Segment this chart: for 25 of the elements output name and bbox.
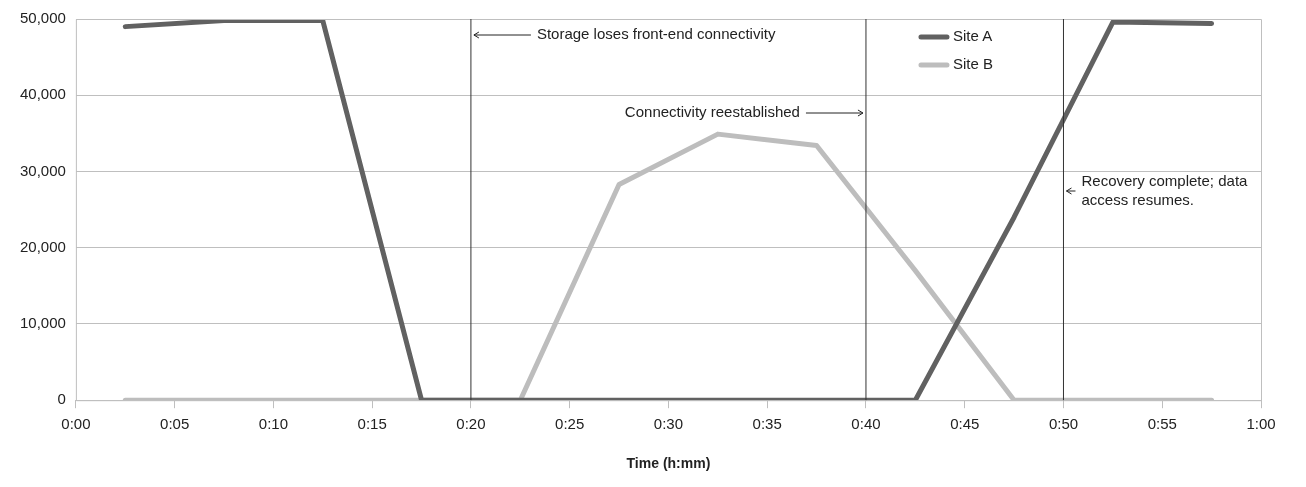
legend-label: Site B — [952, 55, 994, 73]
x-tick-label: 0:20 — [456, 415, 486, 433]
x-tick-label: 1:00 — [1246, 415, 1276, 433]
x-tick-label: 0:50 — [1048, 415, 1079, 433]
x-tick-label: 0:10 — [258, 415, 288, 433]
y-tick-label: 40,000 — [19, 85, 66, 103]
legend-label: Site A — [952, 27, 993, 45]
x-tick-label: 0:55 — [1147, 415, 1177, 433]
x-tick-label: 0:05 — [160, 415, 190, 433]
ref-line-label: Connectivity reestablished — [624, 103, 800, 121]
x-axis-title: Time (h:mm) — [626, 455, 711, 472]
x-tick-label: 0:35 — [752, 415, 782, 433]
y-tick-label: 10,000 — [19, 314, 66, 332]
ref-line-label: Storage loses front-end connectivity — [536, 25, 776, 43]
y-tick-label: 30,000 — [19, 161, 66, 179]
y-tick-label: 20,000 — [19, 237, 66, 255]
x-tick-label: 0:30 — [653, 415, 684, 433]
x-tick-label: 0:00 — [61, 415, 91, 433]
x-tick-label: 0:15 — [357, 415, 387, 433]
y-tick-label: 0 — [57, 390, 66, 408]
x-tick-label: 0:45 — [950, 415, 980, 433]
x-tick-label: 0:40 — [851, 415, 881, 433]
x-tick-label: 0:25 — [555, 415, 585, 433]
ref-line-label: Recovery complete; data access resumes. — [1081, 171, 1249, 208]
y-tick-label: 50,000 — [19, 9, 66, 27]
